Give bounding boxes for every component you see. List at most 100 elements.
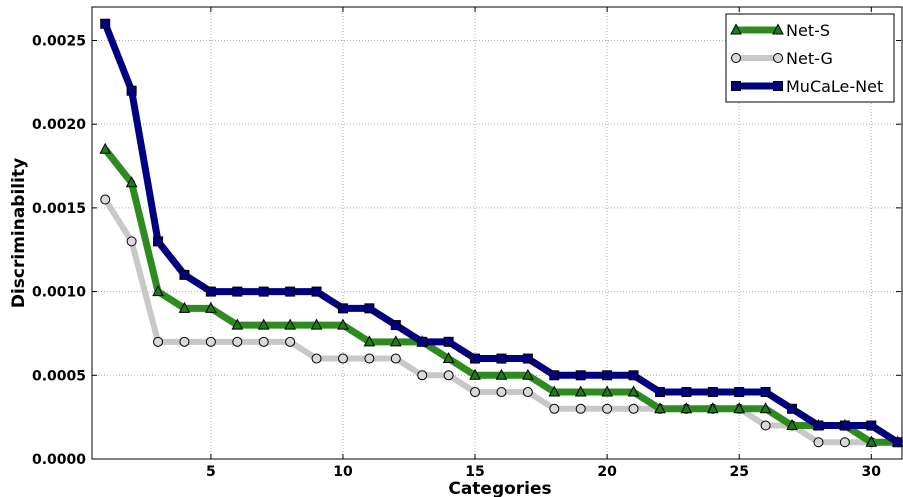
data-point-net-g <box>311 353 322 364</box>
data-point-mucale-net <box>205 286 216 297</box>
data-point-net-s <box>205 301 217 313</box>
y-tick-label: 0.0015 <box>32 201 86 217</box>
data-point-net-s <box>363 335 376 347</box>
data-point-mucale-net <box>839 420 850 431</box>
data-point-mucale-net <box>443 336 454 347</box>
data-point-net-s <box>654 402 666 414</box>
data-point-net-s <box>574 385 587 397</box>
data-point-mucale-net <box>549 370 560 381</box>
x-tick-label: 25 <box>729 464 748 480</box>
legend-marker-net-s <box>772 23 784 35</box>
data-point-net-g <box>258 336 269 347</box>
data-point-mucale-net <box>153 236 164 247</box>
data-point-mucale-net <box>628 370 639 381</box>
legend-marker-mucale-net <box>773 81 783 91</box>
data-point-net-s <box>522 368 534 380</box>
data-point-mucale-net <box>179 269 190 280</box>
data-point-mucale-net <box>232 286 243 297</box>
data-point-net-s <box>389 335 402 347</box>
data-point-net-g <box>760 420 771 431</box>
data-point-net-s <box>548 385 561 397</box>
data-point-mucale-net <box>337 303 348 314</box>
data-point-mucale-net <box>681 387 692 398</box>
legend-marker-net-s <box>730 23 742 35</box>
x-axis-title: Categories <box>448 479 551 497</box>
axis-ticks: 5 10 15 20 25 30 0.0000 0.0005 0.0010 0.0015 0.002… <box>32 7 901 480</box>
data-point-mucale-net <box>285 286 296 297</box>
data-point-net-s <box>231 318 244 330</box>
y-tick-label: 0.0005 <box>32 368 86 384</box>
x-tick-label: 30 <box>862 464 882 480</box>
data-point-mucale-net <box>734 387 745 398</box>
data-point-net-s <box>601 385 613 397</box>
data-point-mucale-net <box>707 387 718 398</box>
data-point-net-s <box>310 318 323 330</box>
data-point-mucale-net <box>364 303 375 314</box>
data-point-net-s <box>178 301 191 313</box>
data-point-net-g <box>364 353 375 364</box>
data-point-net-g <box>549 403 560 414</box>
data-point-net-g <box>337 353 348 364</box>
legend: Net-S Net-G MuCaLe-Net <box>725 13 895 103</box>
data-point-net-s <box>442 351 455 364</box>
data-point-net-s <box>680 402 693 414</box>
data-point-net-g <box>628 403 639 414</box>
data-point-mucale-net <box>311 286 322 297</box>
data-point-net-s <box>152 285 164 297</box>
data-point-net-s <box>865 435 878 447</box>
data-point-net-g <box>813 437 824 448</box>
legend-marker-net-g <box>731 53 741 63</box>
data-point-net-s <box>786 418 798 431</box>
x-tick-label: 10 <box>333 464 353 480</box>
data-point-net-g <box>232 336 243 347</box>
y-tick-label: 0.0000 <box>32 452 86 468</box>
data-point-net-g <box>390 353 401 364</box>
data-point-mucale-net <box>813 420 824 431</box>
data-point-net-s <box>257 318 270 330</box>
series-net-s <box>99 142 903 447</box>
x-tick-label: 15 <box>465 464 484 480</box>
data-point-mucale-net <box>760 387 771 398</box>
data-point-mucale-net <box>866 420 877 431</box>
data-point-mucale-net <box>892 437 903 448</box>
data-point-net-s <box>469 368 481 380</box>
data-point-net-s <box>706 402 719 414</box>
data-point-mucale-net <box>100 18 111 29</box>
legend-label-net-s: Net-S <box>786 21 830 40</box>
y-tick-label: 0.0020 <box>32 117 86 133</box>
data-point-net-g <box>100 194 111 205</box>
data-point-net-s <box>125 176 138 188</box>
data-point-net-g <box>443 370 454 381</box>
y-tick-label: 0.0010 <box>32 285 86 301</box>
plot-frame <box>91 6 903 460</box>
data-point-mucale-net <box>496 353 507 364</box>
data-point-mucale-net <box>126 85 137 96</box>
data-point-net-s <box>759 402 772 414</box>
data-point-net-s <box>337 318 349 330</box>
series-layer <box>99 18 903 448</box>
legend-marker-mucale-net <box>731 81 741 91</box>
data-point-net-g <box>575 403 586 414</box>
data-point-net-g <box>179 336 190 347</box>
data-point-net-s <box>733 402 746 414</box>
data-point-net-s <box>284 318 296 330</box>
data-point-net-g <box>126 236 137 247</box>
data-point-mucale-net <box>654 387 665 398</box>
x-tick-label: 20 <box>597 464 617 480</box>
data-point-net-g <box>839 437 850 448</box>
legend-label-net-g: Net-G <box>786 49 833 68</box>
series-mucale-net <box>100 18 903 448</box>
data-point-net-g <box>285 336 296 347</box>
data-point-net-g <box>602 403 613 414</box>
data-point-net-g <box>522 387 533 398</box>
legend-marker-net-g <box>773 53 783 63</box>
y-tick-label: 0.0025 <box>32 33 86 49</box>
x-tick-label: 5 <box>206 464 216 480</box>
y-axis-title: Discriminability <box>9 158 29 308</box>
data-point-mucale-net <box>390 320 401 331</box>
data-point-net-s <box>99 142 112 154</box>
data-point-net-g <box>470 387 481 398</box>
data-point-net-g <box>417 370 428 381</box>
data-point-net-g <box>153 336 164 347</box>
